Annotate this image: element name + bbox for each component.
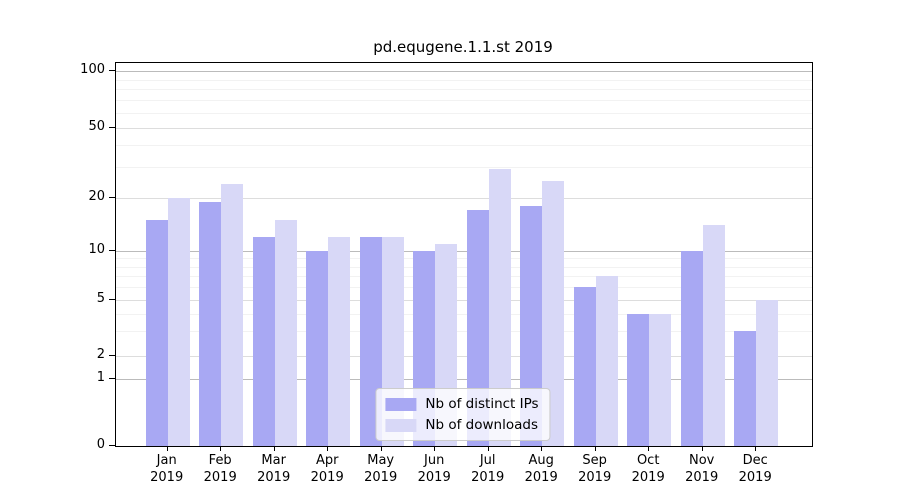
y-tick-label-0: 0 <box>96 437 105 452</box>
gridline-100 <box>116 71 812 72</box>
bar-downloads-jan <box>167 198 190 446</box>
legend-swatch-downloads <box>385 418 417 432</box>
gridline-minor-8 <box>116 266 812 268</box>
legend: Nb of distinct IPs Nb of downloads <box>375 388 551 441</box>
x-tick-nov <box>701 446 703 451</box>
x-tick-label-mar: Mar 2019 <box>257 453 291 485</box>
gridline-10 <box>116 251 812 252</box>
y-tick-0 <box>109 445 115 446</box>
x-tick-label-nov: Nov 2019 <box>685 453 719 485</box>
x-tick-oct <box>648 446 650 451</box>
legend-label-distinct-ips: Nb of distinct IPs <box>425 396 539 412</box>
gridline-minor-70 <box>116 100 812 102</box>
x-tick-label-jun: Jun 2019 <box>417 453 451 485</box>
bar-downloads-jul <box>488 169 511 446</box>
gridline-1 <box>116 379 812 380</box>
legend-row-downloads: Nb of downloads <box>385 417 538 433</box>
bar-distinct-ips-feb <box>199 201 222 446</box>
y-tick-label-50: 50 <box>88 118 105 134</box>
y-tick-10 <box>109 250 115 251</box>
y-tick-label-100: 100 <box>80 62 105 77</box>
bar-downloads-aug <box>542 180 565 446</box>
x-tick-label-aug: Aug 2019 <box>524 453 558 485</box>
x-tick-may <box>380 446 382 451</box>
gridline-minor-60 <box>116 112 812 114</box>
x-tick-mar <box>273 446 275 451</box>
x-tick-label-dec: Dec 2019 <box>738 453 772 485</box>
bar-distinct-ips-aug <box>520 206 543 446</box>
y-tick-50 <box>109 126 115 128</box>
y-tick-label-10: 10 <box>88 242 105 257</box>
y-tick-1 <box>109 378 115 379</box>
y-tick-5 <box>109 299 115 300</box>
bar-distinct-ips-oct <box>627 313 650 446</box>
gridline-minor-6 <box>116 287 812 289</box>
x-tick-apr <box>327 446 329 451</box>
bar-distinct-ips-jan <box>145 220 168 446</box>
bar-distinct-ips-nov <box>680 251 703 446</box>
bar-distinct-ips-dec <box>734 331 757 446</box>
x-tick-aug <box>541 446 543 451</box>
x-tick-label-sep: Sep 2019 <box>578 453 612 485</box>
y-tick-label-1: 1 <box>96 370 105 385</box>
gridline-minor-3 <box>116 331 812 333</box>
legend-row-distinct-ips: Nb of distinct IPs <box>385 396 539 412</box>
x-tick-jan <box>166 446 168 451</box>
x-tick-jun <box>434 446 436 451</box>
gridline-2 <box>116 356 812 357</box>
bar-distinct-ips-mar <box>252 237 275 446</box>
bar-downloads-oct <box>649 313 672 446</box>
x-tick-label-jul: Jul 2019 <box>471 453 505 485</box>
x-tick-dec <box>755 446 757 451</box>
legend-swatch-distinct-ips <box>385 397 417 411</box>
legend-label-downloads: Nb of downloads <box>425 417 538 433</box>
chart-title: pd.equgene.1.1.st 2019 <box>373 38 553 56</box>
gridline-minor-80 <box>116 89 812 91</box>
gridline-minor-7 <box>116 276 812 278</box>
x-tick-feb <box>220 446 222 451</box>
x-tick-label-feb: Feb 2019 <box>203 453 237 485</box>
bar-distinct-ips-jul <box>466 210 489 446</box>
y-tick-20 <box>109 197 115 198</box>
bar-downloads-nov <box>702 225 725 446</box>
bar-downloads-dec <box>756 300 779 446</box>
gridline-20 <box>116 198 812 199</box>
y-tick-label-20: 20 <box>88 189 105 204</box>
y-tick-label-2: 2 <box>96 347 105 362</box>
gridline-minor-90 <box>116 79 812 81</box>
gridline-minor-30 <box>116 166 812 168</box>
bar-distinct-ips-sep <box>573 287 596 446</box>
y-tick-100 <box>109 70 115 71</box>
bar-downloads-sep <box>595 276 618 446</box>
gridline-minor-4 <box>116 313 812 315</box>
gridline-minor-40 <box>116 144 812 146</box>
gridline-50 <box>116 127 812 129</box>
x-tick-label-apr: Apr 2019 <box>310 453 344 485</box>
x-tick-jul <box>487 446 489 451</box>
x-tick-label-may: May 2019 <box>364 453 398 485</box>
bar-downloads-mar <box>274 220 297 446</box>
y-tick-2 <box>109 355 115 356</box>
x-tick-label-oct: Oct 2019 <box>631 453 665 485</box>
gridline-minor-9 <box>116 258 812 260</box>
x-tick-sep <box>594 446 596 451</box>
bar-downloads-apr <box>328 237 351 446</box>
x-tick-label-jan: Jan 2019 <box>150 453 184 485</box>
gridline-5 <box>116 300 812 301</box>
bar-distinct-ips-apr <box>306 251 329 446</box>
y-tick-label-5: 5 <box>96 291 105 306</box>
bar-downloads-feb <box>221 183 244 446</box>
plot-area <box>115 62 813 447</box>
